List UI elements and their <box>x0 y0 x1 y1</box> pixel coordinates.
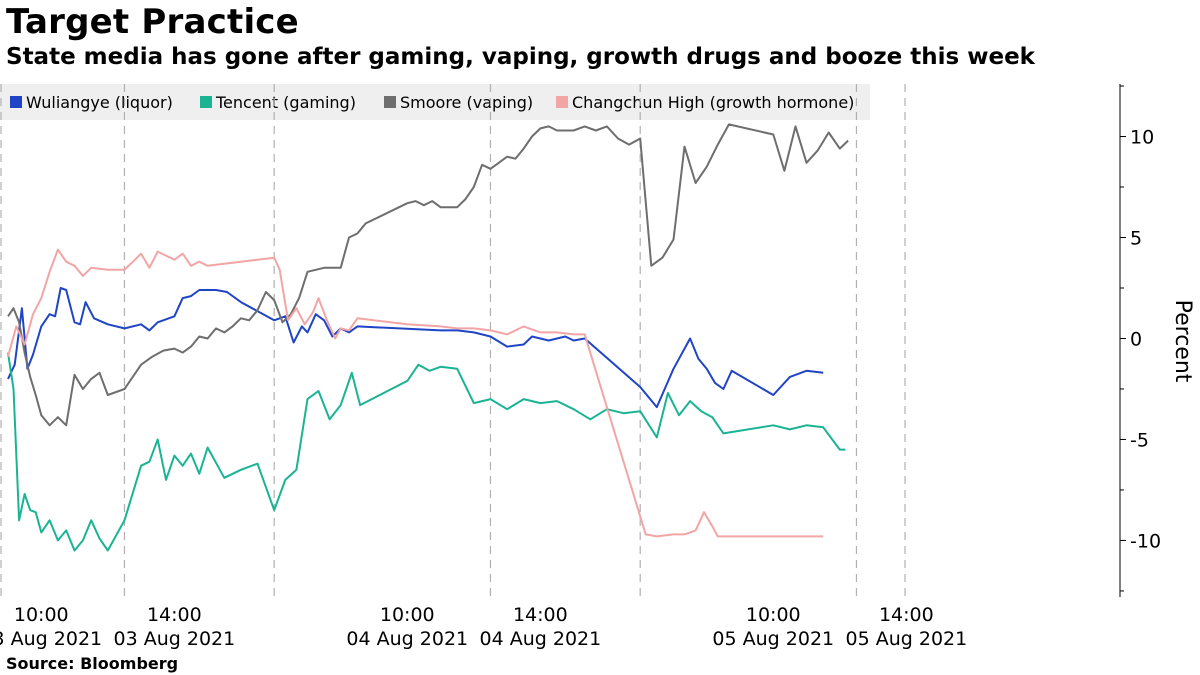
source-note: Source: Bloomberg <box>6 654 179 673</box>
legend-label: Changchun High (growth hormone) <box>572 93 854 112</box>
y-axis: 10 5 0 -5 -10 <box>1119 84 1161 597</box>
series-line-1 <box>7 352 846 552</box>
x-tick-date-label: 04 Aug 2021 <box>480 628 602 650</box>
x-tick-label: 14:00 <box>513 604 568 626</box>
series-line-3 <box>7 248 824 538</box>
series-line-0 <box>7 287 824 409</box>
y-axis-label: Percent <box>1170 300 1195 383</box>
x-tick-label: 10:00 <box>14 604 69 626</box>
x-tick-date-label: 03 Aug 2021 <box>0 628 102 650</box>
x-tick-date-label: 04 Aug 2021 <box>346 628 468 650</box>
legend-swatch <box>10 96 22 108</box>
chart-title: Target Practice <box>6 2 299 42</box>
y-tick-label: -10 <box>1130 530 1161 552</box>
y-tick-label: -5 <box>1130 429 1149 451</box>
x-tick-date-label: 05 Aug 2021 <box>846 628 968 650</box>
session-break-lines <box>0 84 906 597</box>
x-tick-label: 14:00 <box>147 604 202 626</box>
legend-swatch <box>200 96 212 108</box>
y-tick-label: 0 <box>1130 328 1142 350</box>
legend: Wuliangye (liquor) Tencent (gaming) Smoore… <box>0 84 870 120</box>
x-tick-label: 10:00 <box>380 604 435 626</box>
legend-swatch <box>384 96 396 108</box>
chart-subtitle: State media has gone after gaming, vapin… <box>6 44 1035 70</box>
x-tick-date-label: 05 Aug 2021 <box>712 628 834 650</box>
legend-swatch <box>556 96 568 108</box>
y-tick-label: 5 <box>1130 227 1142 249</box>
x-tick-date-label: 03 Aug 2021 <box>114 628 236 650</box>
legend-background <box>0 84 870 120</box>
series-lines <box>7 123 849 552</box>
y-tick-label: 10 <box>1130 127 1154 149</box>
legend-label: Smoore (vaping) <box>400 93 533 112</box>
series-line-2 <box>7 123 849 427</box>
x-tick-label: 10:00 <box>746 604 801 626</box>
legend-label: Wuliangye (liquor) <box>26 93 173 112</box>
legend-label: Tencent (gaming) <box>215 93 356 112</box>
x-tick-label: 14:00 <box>879 604 934 626</box>
